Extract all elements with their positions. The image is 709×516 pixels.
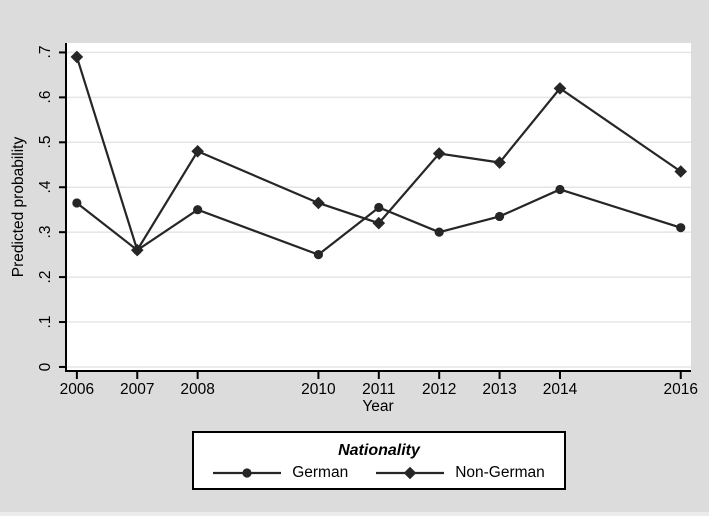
legend-key-circle-icon (213, 468, 282, 478)
x-tick-label: 2013 (482, 381, 517, 398)
data-point-marker-german (494, 211, 505, 222)
legend-key-diamond-icon (376, 466, 445, 480)
legend-title: Nationality (338, 442, 420, 459)
data-point-marker-non-german (312, 196, 325, 210)
x-axis-title: Year (362, 398, 394, 415)
legend-entries: German Non-German (213, 464, 545, 482)
y-tick-label: .2 (37, 270, 54, 284)
y-tick-label: .3 (37, 225, 54, 239)
x-tick-label: 2012 (421, 381, 457, 398)
legend-box: Nationality German Non-German (192, 431, 566, 490)
data-point-marker-non-german (191, 144, 204, 158)
data-point-marker-german (72, 198, 82, 208)
x-tick-label: 2008 (180, 381, 215, 398)
y-tick-label: .6 (37, 90, 54, 104)
y-tick-label: .4 (37, 180, 54, 194)
y-tick-label: .1 (37, 315, 54, 329)
data-point-marker-german (676, 223, 686, 233)
x-tick-label: 2014 (542, 381, 578, 398)
data-point-marker-german (555, 184, 565, 195)
y-tick-label: 0 (37, 362, 54, 372)
legend-entry-german: German (213, 464, 348, 482)
x-tick-label: 2010 (301, 381, 336, 398)
data-point-marker-german (374, 202, 384, 213)
y-tick-label: .7 (37, 45, 54, 59)
data-point-marker-german (193, 205, 203, 215)
legend-entry-non-german: Non-German (376, 464, 545, 482)
data-point-marker-german (313, 250, 324, 260)
y-axis-title: Predicted probability (10, 136, 27, 278)
data-point-marker-non-german (553, 82, 567, 95)
x-tick-label: 2007 (120, 381, 155, 398)
data-point-marker-non-german (372, 216, 386, 230)
window-bottom-edge (0, 512, 709, 516)
data-point-marker-german (434, 227, 444, 237)
y-tick-label: .5 (37, 135, 54, 149)
x-tick-label: 2016 (663, 381, 698, 398)
data-point-marker-non-german (130, 243, 144, 257)
data-point-marker-non-german (493, 156, 506, 169)
x-tick-label: 2006 (59, 381, 95, 398)
data-point-marker-non-german (70, 50, 84, 64)
data-point-marker-non-german (432, 147, 446, 160)
legend-label-non-german: Non-German (455, 464, 545, 481)
data-point-marker-non-german (674, 165, 688, 178)
x-tick-label: 2011 (362, 381, 396, 398)
legend-label-german: German (292, 464, 349, 481)
